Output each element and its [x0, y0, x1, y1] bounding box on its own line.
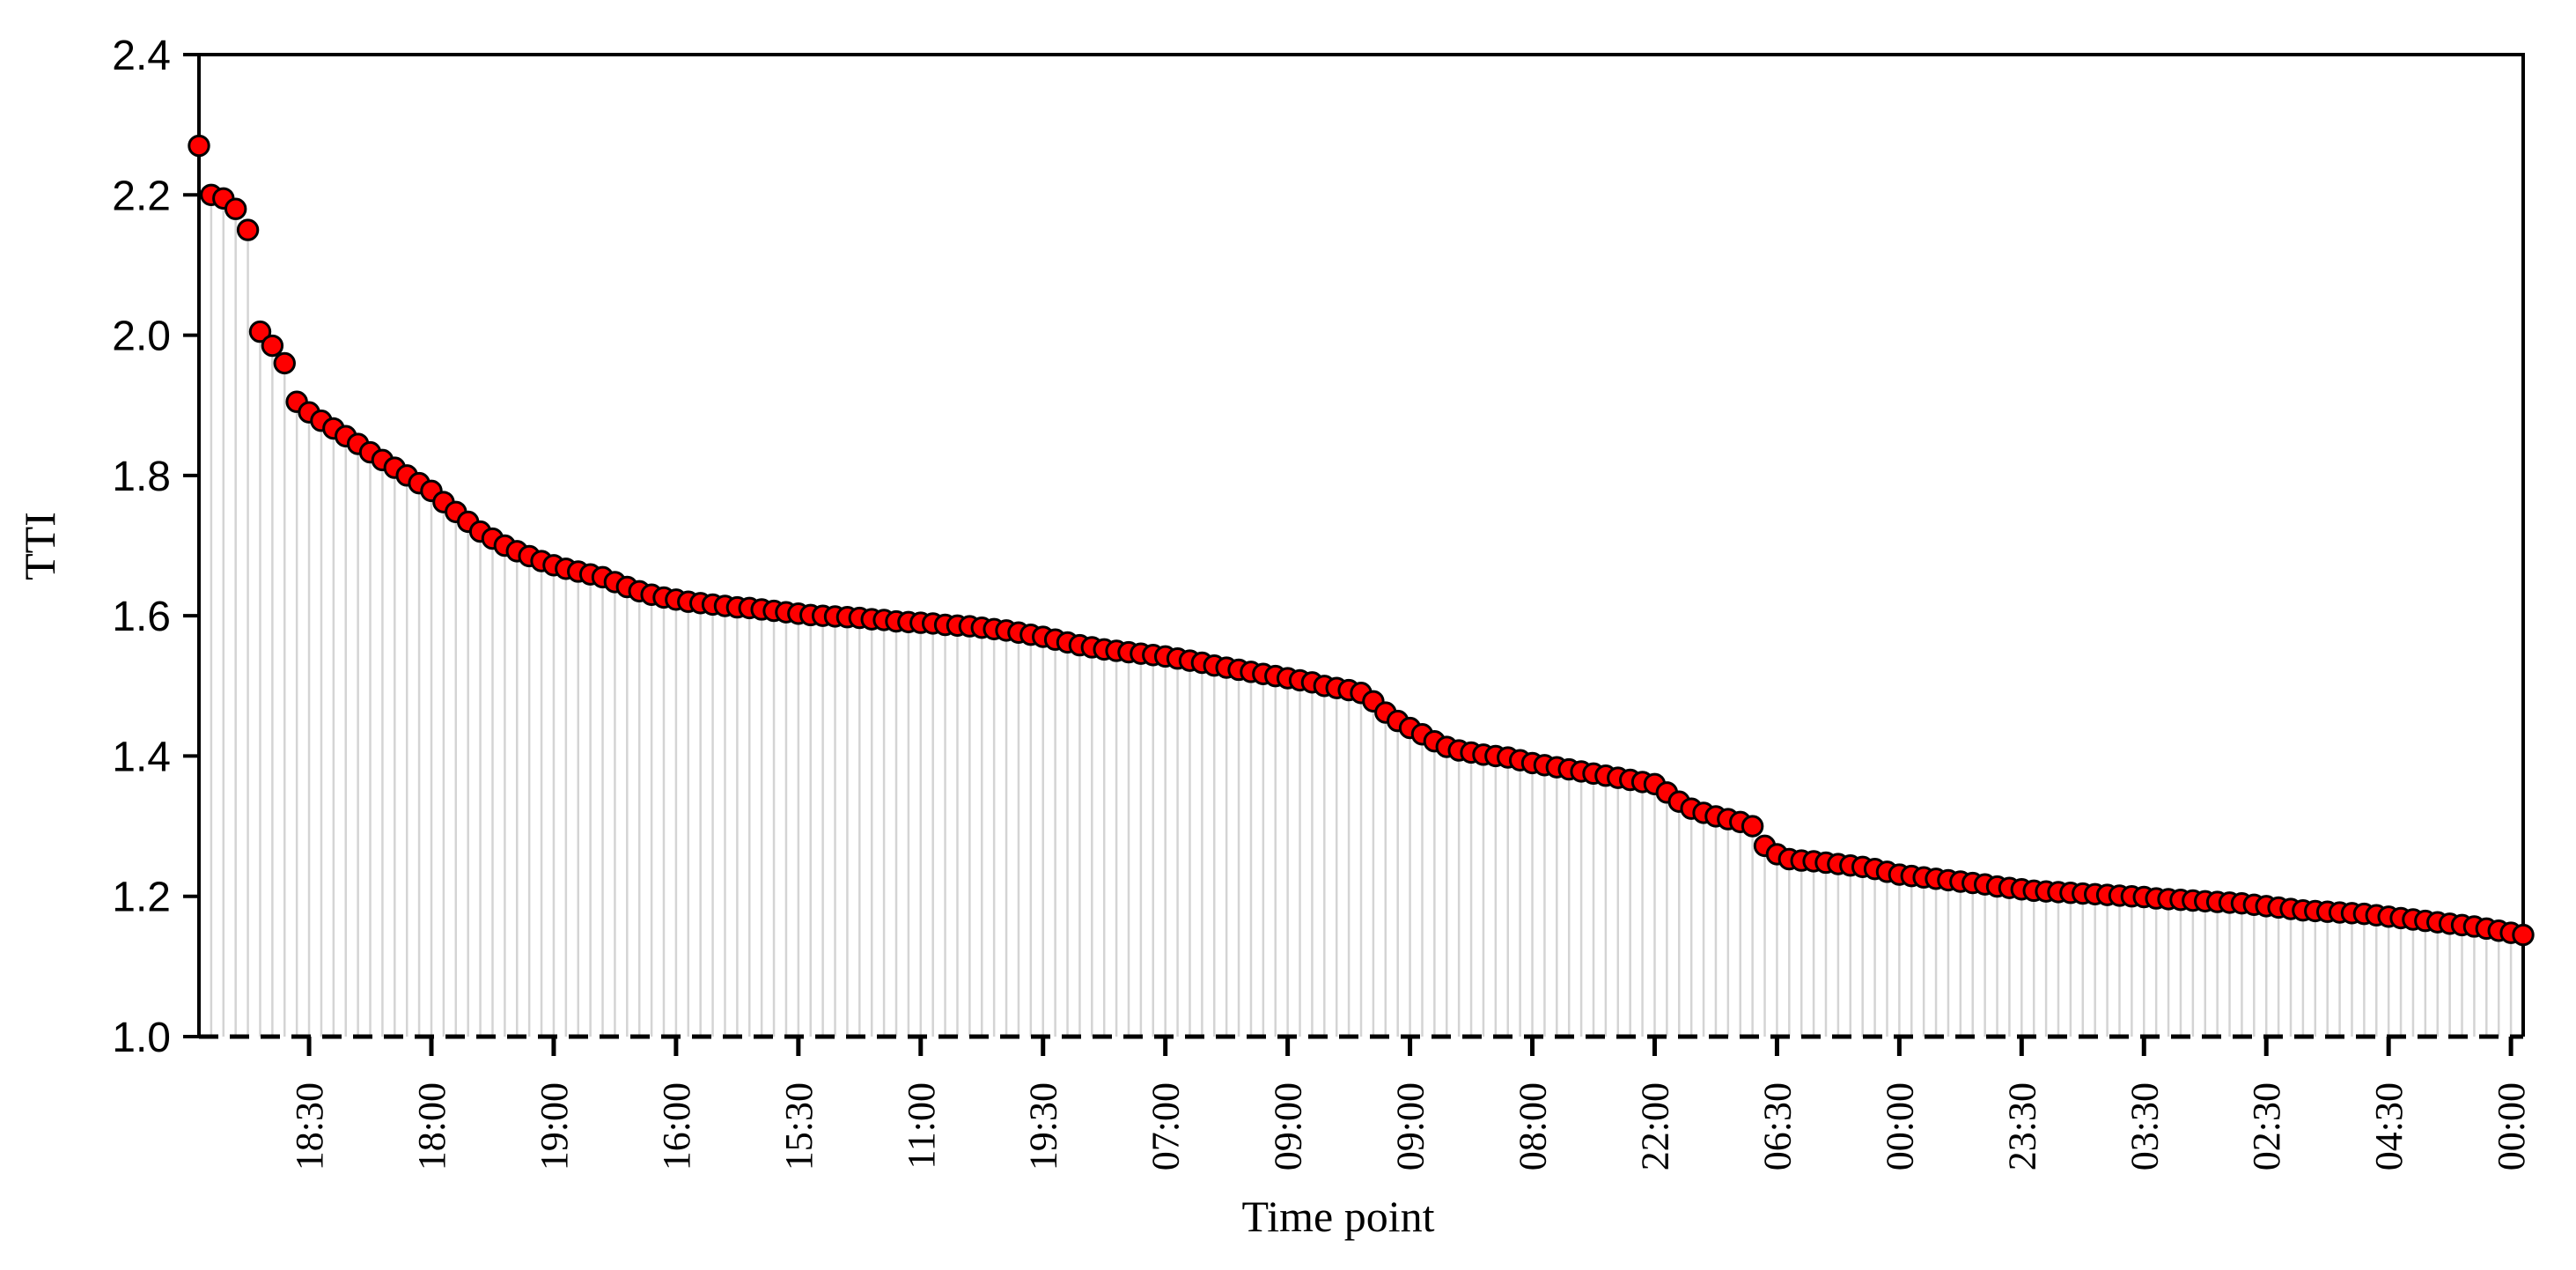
stem-lines: [197, 145, 2525, 1037]
axes-frame: [197, 53, 2525, 1037]
data-point: [188, 134, 210, 158]
y-tick-label: 2.2: [112, 173, 171, 219]
x-tick-label: 23:30: [2000, 1082, 2043, 1170]
x-tick-label: 16:00: [655, 1082, 698, 1170]
y-tick-label: 2.4: [112, 33, 171, 79]
y-axis-title: TTI: [15, 512, 64, 580]
data-point: [224, 197, 247, 220]
y-tick-label: 1.8: [112, 454, 171, 500]
x-tick-label: 19:30: [1022, 1082, 1065, 1170]
x-axis-title: Time point: [1241, 1192, 1434, 1241]
data-point: [273, 351, 296, 375]
data-point: [248, 320, 272, 343]
x-tick-label: 15:30: [777, 1082, 821, 1170]
y-tick-label: 2.0: [112, 314, 171, 360]
x-tick-label: 09:00: [1389, 1082, 1432, 1170]
x-tick-label: 08:00: [1512, 1082, 1555, 1170]
y-axis-ticks: 1.0 1.2 1.4 1.6 1.8 2.0 2.2 2.4: [112, 33, 199, 1061]
y-tick-label: 1.6: [112, 594, 171, 640]
y-tick-label: 1.0: [112, 1015, 171, 1061]
data-point: [2512, 923, 2535, 947]
x-tick-label: 22:00: [1633, 1082, 1676, 1170]
y-tick-label: 1.2: [112, 875, 171, 921]
x-tick-label: 02:30: [2245, 1082, 2288, 1170]
x-axis-ticks: 18:30 18:00 19:00 16:00 15:30 11:00 19:30 07:00…: [288, 1037, 2533, 1170]
x-tick-label: 03:30: [2123, 1082, 2166, 1170]
x-tick-label: 11:00: [900, 1082, 943, 1170]
x-tick-label: 00:00: [1878, 1082, 1921, 1170]
x-tick-label: 06:30: [1755, 1082, 1799, 1170]
x-tick-label: 00:00: [2490, 1082, 2533, 1170]
x-tick-label: 18:00: [410, 1082, 453, 1170]
x-tick-label: 09:00: [1267, 1082, 1310, 1170]
data-point: [261, 334, 284, 358]
data-point: [1741, 815, 1764, 838]
y-tick-label: 1.4: [112, 734, 171, 780]
x-tick-label: 19:00: [533, 1082, 576, 1170]
x-tick-label: 04:30: [2367, 1082, 2410, 1170]
data-point: [236, 218, 260, 241]
x-tick-label: 18:30: [288, 1082, 331, 1170]
x-tick-label: 07:00: [1144, 1082, 1188, 1170]
data-points: [188, 134, 2535, 947]
